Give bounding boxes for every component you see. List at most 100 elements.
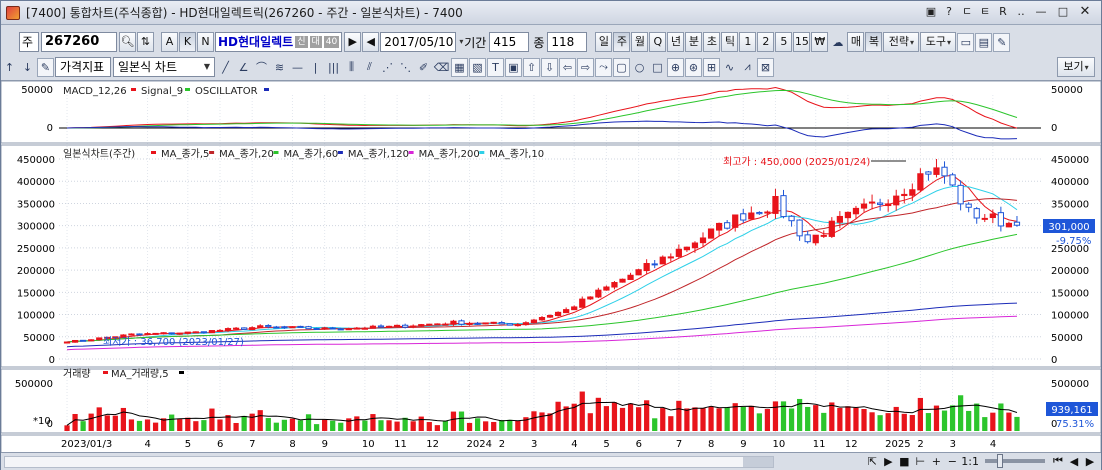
zigzag-icon[interactable]: ⩘: [744, 60, 751, 73]
period-input[interactable]: 415: [489, 32, 530, 52]
magnet-icon[interactable]: ⊛: [685, 57, 702, 77]
interval-15-button[interactable]: 15: [793, 32, 811, 52]
color-icon[interactable]: ▦: [451, 57, 468, 77]
view-button[interactable]: 보기▾: [1057, 57, 1095, 77]
minimize-button[interactable]: —: [1035, 5, 1047, 18]
indicator-select[interactable]: 가격지표: [55, 57, 111, 77]
compound-button[interactable]: 복: [865, 32, 883, 52]
zoom-reset-button[interactable]: 1:1: [961, 454, 979, 468]
arrow-up-icon[interactable]: ↑: [4, 60, 15, 74]
parallel-icon[interactable]: ⫽: [367, 60, 372, 73]
hline-icon[interactable]: —: [292, 60, 303, 74]
period-quarter-button[interactable]: Q: [649, 32, 667, 52]
grid-icon[interactable]: ㅌ: [979, 5, 991, 18]
search-button[interactable]: 🔍︎: [119, 32, 136, 52]
circle-icon[interactable]: ○: [634, 60, 645, 74]
macd-panel-border: [1, 81, 1101, 144]
fit-icon[interactable]: ⇱: [867, 454, 877, 468]
zoom-slider[interactable]: [985, 454, 1045, 468]
marker-icon[interactable]: ⊢: [915, 454, 926, 468]
chart-canvas[interactable]: MACD_12,26 Signal_9 OSCILLATOR 50000 0 5…: [1, 81, 1101, 453]
jump-icon[interactable]: ⤳: [595, 57, 612, 77]
edit-icon[interactable]: ✎: [37, 57, 54, 77]
wave-icon[interactable]: ∿: [724, 60, 735, 74]
date-input[interactable]: 2017/05/10 ▾: [380, 32, 463, 52]
period-monthly-button[interactable]: 월: [631, 32, 649, 52]
pen-icon[interactable]: ✐: [418, 60, 429, 74]
move-right-icon[interactable]: ⇨: [577, 57, 594, 77]
tools-button[interactable]: 도구▾: [920, 32, 957, 52]
zoom-icon[interactable]: ⊕: [667, 57, 684, 77]
help-icon[interactable]: ?: [946, 5, 952, 18]
interval-5-button[interactable]: 5: [775, 32, 793, 52]
arc-icon[interactable]: ⌒: [256, 61, 267, 74]
chart-type-select[interactable]: 일본식 차트 ▼: [113, 57, 215, 77]
move-down-icon[interactable]: ⇩: [541, 57, 558, 77]
vline-icon[interactable]: |: [313, 60, 318, 74]
interval-1-button[interactable]: 1: [739, 32, 757, 52]
chart-area[interactable]: MACD_12,26 Signal_9 OSCILLATOR 50000 0 5…: [1, 80, 1101, 453]
screen-icon[interactable]: ▣: [925, 5, 937, 18]
stock-name-field[interactable]: HD현대일렉트 신 대 40: [215, 32, 343, 52]
move-up-icon[interactable]: ⇧: [523, 57, 540, 77]
save-drawing-icon[interactable]: ▧: [469, 57, 486, 77]
zoom-in-button[interactable]: +: [931, 454, 941, 468]
vlines-icon[interactable]: |||: [327, 60, 340, 74]
image-icon[interactable]: ▣: [505, 57, 522, 77]
maximize-button[interactable]: □: [1057, 5, 1069, 18]
arrow-down-icon[interactable]: ↓: [22, 60, 33, 74]
window-icon[interactable]: ▢: [613, 57, 630, 77]
fan-icon[interactable]: ≋: [274, 60, 285, 74]
sort-button[interactable]: ⇅: [137, 32, 154, 52]
period-minute-button[interactable]: 분: [685, 32, 703, 52]
period-yearly-button[interactable]: 년: [667, 32, 685, 52]
count-input[interactable]: 118: [547, 32, 588, 52]
horizontal-scrollbar[interactable]: [4, 456, 774, 468]
channel-icon[interactable]: ⋰: [382, 60, 393, 74]
interval-2-button[interactable]: 2: [757, 32, 775, 52]
grid-toggle-icon[interactable]: ⊞: [703, 57, 720, 77]
prev-page-button[interactable]: ◀: [1069, 454, 1079, 468]
trendline-icon[interactable]: ╱: [222, 60, 229, 74]
zoom-out-button[interactable]: −: [947, 454, 957, 468]
save-icon[interactable]: ▤: [975, 32, 993, 52]
first-page-button[interactable]: ⏮: [1053, 454, 1063, 467]
stock-mode-a-button[interactable]: A: [161, 32, 178, 52]
period-second-button[interactable]: 초: [703, 32, 721, 52]
move-left-icon[interactable]: ⇦: [559, 57, 576, 77]
text-icon[interactable]: T: [487, 57, 504, 77]
delete-drawing-icon[interactable]: ⊠: [757, 57, 774, 77]
scrollbar-thumb[interactable]: [743, 457, 773, 467]
refresh-icon[interactable]: R: [999, 5, 1007, 18]
strategy-button[interactable]: 전략▾: [883, 32, 920, 52]
play-button[interactable]: ▶: [344, 32, 362, 52]
period-daily-button[interactable]: 일: [595, 32, 613, 52]
stock-mode-n-button[interactable]: N: [197, 32, 214, 52]
cloud-icon[interactable]: ☁: [832, 35, 844, 49]
trade-button[interactable]: 매: [847, 32, 865, 52]
period-tick-button[interactable]: 틱: [721, 32, 739, 52]
folder-icon[interactable]: ▭: [957, 32, 975, 52]
market-select[interactable]: 주: [19, 32, 39, 52]
eraser-icon[interactable]: ⌫: [433, 60, 450, 74]
square-icon[interactable]: □: [652, 60, 663, 74]
settings-icon[interactable]: ✎: [993, 32, 1011, 52]
close-button[interactable]: ✕: [1079, 4, 1091, 19]
gann-icon[interactable]: ⋱: [400, 60, 411, 74]
volume-bar-up: [104, 415, 110, 431]
volume-bar-up: [426, 422, 432, 431]
link-icon[interactable]: ㄷ: [961, 5, 973, 18]
stop-icon[interactable]: ■: [899, 454, 910, 468]
stock-mode-k-button[interactable]: K: [179, 32, 196, 52]
prev-button[interactable]: ◀: [362, 32, 380, 52]
cycle-icon[interactable]: ⫼: [348, 60, 355, 73]
period-weekly-button[interactable]: 주: [613, 32, 631, 52]
main-toolbar: 주 267260 🔍︎ ⇅ A K N HD현대일렉트 신 대 40 ▶ ◀ 2…: [1, 30, 1101, 54]
more-icon[interactable]: ‥: [1017, 5, 1025, 18]
currency-button[interactable]: ₩: [811, 32, 829, 52]
zoom-slider-knob[interactable]: [997, 454, 1003, 468]
play-icon[interactable]: ▶: [884, 454, 893, 468]
angle-icon[interactable]: ∠: [238, 60, 249, 74]
next-page-button[interactable]: ▶: [1085, 454, 1095, 468]
stock-code-input[interactable]: 267260: [41, 32, 117, 52]
